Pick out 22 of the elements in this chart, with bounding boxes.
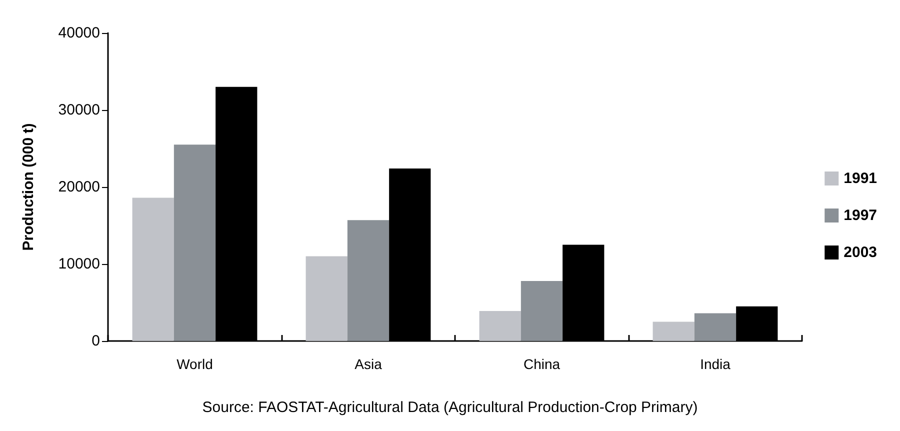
bar [694, 313, 736, 341]
bar [306, 256, 348, 341]
bar [652, 322, 694, 341]
legend-label: 1991 [844, 170, 878, 187]
y-tick-label: 20000 [58, 178, 100, 196]
y-tick-label: 30000 [58, 102, 100, 118]
y-axis-title: Production (000 t) [20, 123, 37, 251]
x-tick-label: India [700, 356, 731, 372]
x-tick-label: World [176, 356, 213, 372]
bar [132, 198, 174, 341]
bar [479, 310, 521, 341]
bar [174, 144, 216, 341]
legend-label: 1997 [844, 207, 878, 224]
source-note: Source: FAOSTAT-Agricultural Data (Agricultural Production-Crop Primary) [202, 399, 698, 416]
x-tick-label: China [523, 356, 560, 372]
bar [520, 280, 563, 341]
legend-label: 2003 [844, 244, 878, 261]
x-tick-label: Asia [354, 356, 382, 372]
bar [347, 220, 390, 341]
y-tick-label: 0 [92, 332, 100, 350]
y-tick-label: 40000 [58, 24, 100, 42]
y-tick-label: 10000 [58, 256, 100, 272]
